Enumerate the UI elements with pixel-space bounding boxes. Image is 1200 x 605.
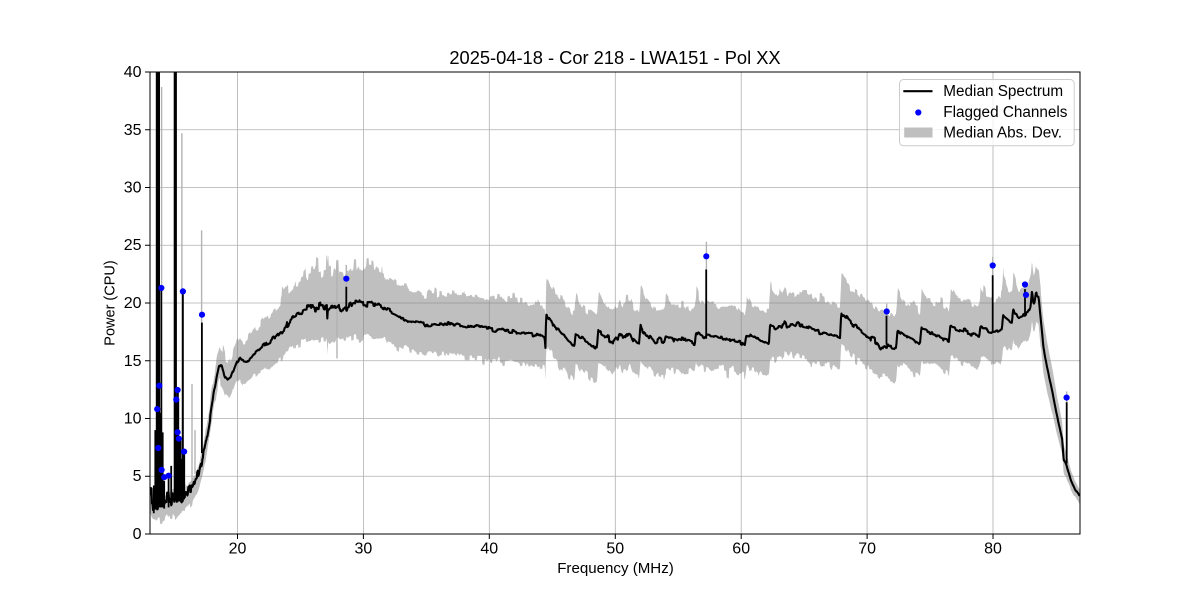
- svg-text:80: 80: [984, 541, 1002, 558]
- svg-text:Power (CPU): Power (CPU): [103, 260, 119, 345]
- svg-text:35: 35: [124, 122, 142, 139]
- svg-text:20: 20: [229, 541, 247, 558]
- svg-text:Median Spectrum: Median Spectrum: [943, 83, 1063, 100]
- svg-text:50: 50: [606, 541, 624, 558]
- svg-text:20: 20: [124, 295, 142, 312]
- svg-text:Flagged Channels: Flagged Channels: [943, 104, 1068, 121]
- svg-text:Median Abs. Dev.: Median Abs. Dev.: [943, 125, 1062, 142]
- svg-text:60: 60: [732, 541, 750, 558]
- svg-text:40: 40: [480, 541, 498, 558]
- svg-text:30: 30: [355, 541, 373, 558]
- svg-text:40: 40: [124, 64, 142, 81]
- svg-text:30: 30: [124, 180, 142, 197]
- svg-text:10: 10: [124, 411, 142, 428]
- svg-text:70: 70: [858, 541, 876, 558]
- svg-text:25: 25: [124, 237, 142, 254]
- svg-text:5: 5: [133, 468, 142, 485]
- svg-text:Frequency (MHz): Frequency (MHz): [557, 560, 674, 577]
- svg-text:15: 15: [124, 353, 142, 370]
- svg-text:2025-04-18 - Cor 218 - LWA151: 2025-04-18 - Cor 218 - LWA151 - Pol XX: [449, 47, 780, 68]
- svg-text:0: 0: [133, 526, 142, 543]
